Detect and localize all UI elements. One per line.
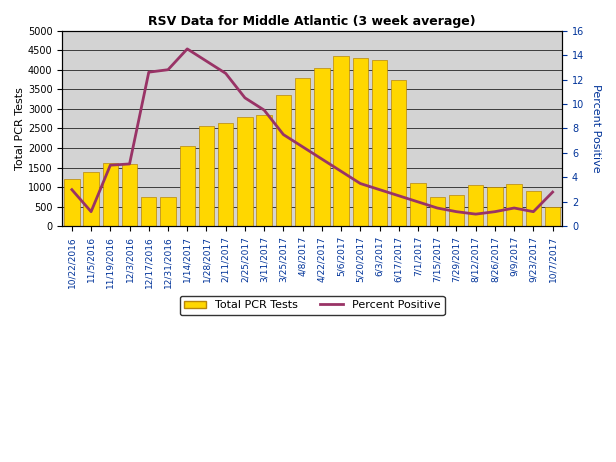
Bar: [122, 164, 137, 226]
Bar: [314, 68, 330, 226]
Y-axis label: Total PCR Tests: Total PCR Tests: [15, 87, 25, 170]
Bar: [468, 185, 484, 226]
Legend: Total PCR Tests, Percent Positive: Total PCR Tests, Percent Positive: [180, 296, 445, 315]
Bar: [449, 195, 464, 226]
Title: RSV Data for Middle Atlantic (3 week average): RSV Data for Middle Atlantic (3 week ave…: [148, 15, 476, 28]
Bar: [160, 197, 176, 226]
Bar: [410, 183, 426, 226]
Bar: [429, 197, 445, 226]
Bar: [391, 79, 407, 226]
Bar: [352, 58, 368, 226]
Bar: [83, 171, 99, 226]
Bar: [199, 127, 214, 226]
Bar: [525, 191, 541, 226]
Bar: [256, 115, 272, 226]
Bar: [179, 146, 195, 226]
Bar: [237, 117, 253, 226]
Bar: [333, 56, 349, 226]
Bar: [218, 122, 233, 226]
Bar: [295, 78, 310, 226]
Bar: [372, 60, 387, 226]
Y-axis label: Percent Positive: Percent Positive: [591, 84, 601, 173]
Bar: [141, 197, 156, 226]
Bar: [276, 95, 291, 226]
Bar: [506, 184, 522, 226]
Bar: [64, 179, 79, 226]
Bar: [103, 163, 118, 226]
Bar: [487, 187, 503, 226]
Bar: [545, 207, 561, 226]
